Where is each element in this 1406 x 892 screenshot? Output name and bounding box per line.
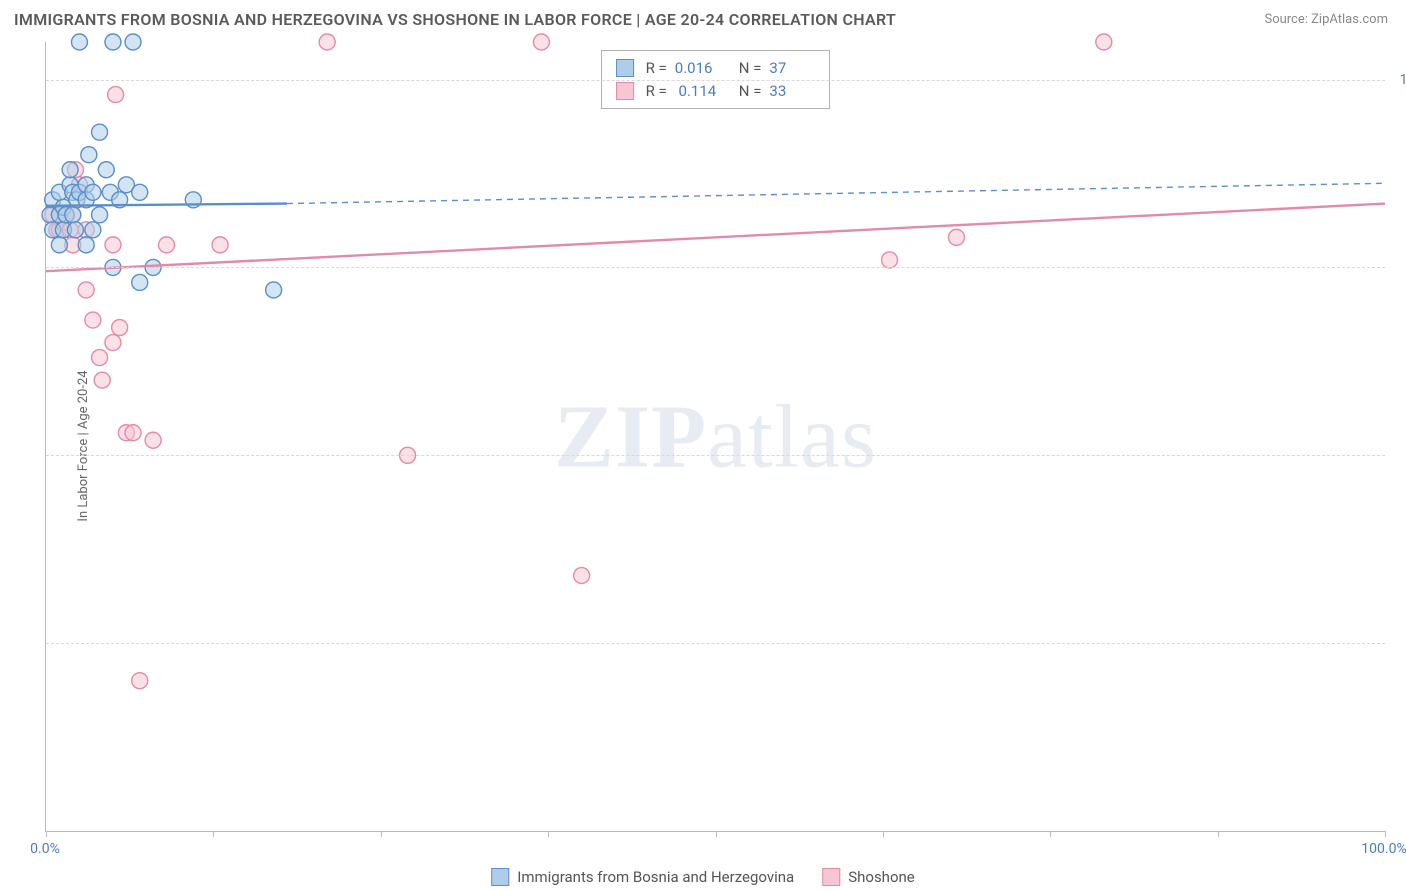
x-tick-label: 0.0%	[30, 841, 60, 857]
y-tick-label: 100.0%	[1391, 72, 1406, 88]
legend-item-b: Shoshone	[822, 868, 915, 886]
r-value-a: 0.016	[675, 57, 721, 80]
series-b-name: Shoshone	[848, 868, 915, 886]
legend-item-a: Immigrants from Bosnia and Herzegovina	[491, 868, 794, 886]
series-legend: Immigrants from Bosnia and Herzegovina S…	[491, 868, 915, 886]
legend-row-a: R = 0.016 N = 37	[616, 57, 816, 80]
legend-row-b: R = 0.114 N = 33	[616, 80, 816, 103]
plot-inner: ZIPatlas R = 0.016 N = 37 R = 0.114 N = …	[46, 42, 1385, 831]
n-label: N =	[739, 80, 762, 103]
x-tick-label: 100.0%	[1361, 841, 1406, 857]
n-value-a: 37	[769, 57, 815, 80]
source-label: Source: ZipAtlas.com	[1264, 12, 1388, 27]
swatch-b	[616, 82, 634, 100]
plot-svg	[46, 42, 1385, 831]
y-tick-label: 75.0%	[1391, 259, 1406, 275]
swatch-a-icon	[491, 868, 509, 886]
plot-area: ZIPatlas R = 0.016 N = 37 R = 0.114 N = …	[45, 42, 1385, 832]
n-value-b: 33	[769, 80, 815, 103]
r-value-b: 0.114	[675, 80, 721, 103]
y-tick-label: 25.0%	[1391, 635, 1406, 651]
y-tick-label: 50.0%	[1391, 447, 1406, 463]
series-a-name: Immigrants from Bosnia and Herzegovina	[517, 868, 794, 886]
n-label: N =	[739, 57, 762, 80]
r-label: R =	[646, 80, 667, 103]
chart-title: IMMIGRANTS FROM BOSNIA AND HERZEGOVINA V…	[14, 10, 896, 29]
swatch-a	[616, 59, 634, 77]
r-label: R =	[646, 57, 667, 80]
swatch-b-icon	[822, 868, 840, 886]
